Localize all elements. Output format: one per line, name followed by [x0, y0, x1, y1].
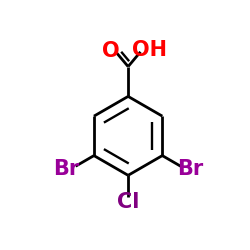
Text: OH: OH [132, 40, 167, 60]
Text: Br: Br [177, 158, 203, 178]
Text: Cl: Cl [117, 192, 139, 212]
Text: Br: Br [53, 158, 80, 178]
Text: O: O [102, 41, 119, 61]
